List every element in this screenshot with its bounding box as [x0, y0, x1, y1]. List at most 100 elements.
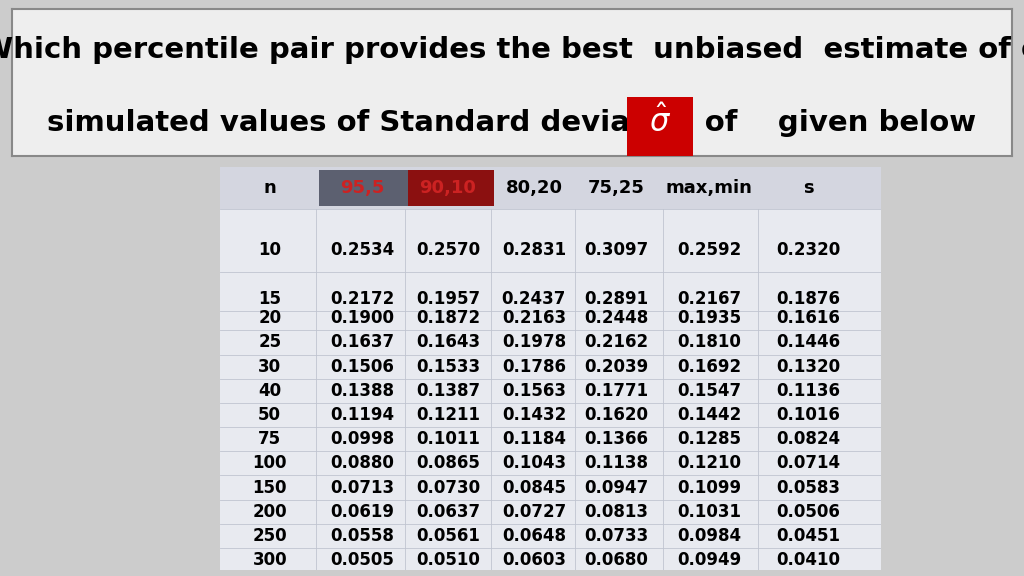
- Text: 200: 200: [252, 503, 287, 521]
- Text: 0.1547: 0.1547: [677, 382, 741, 400]
- Text: 0.1194: 0.1194: [330, 406, 394, 424]
- Text: 0.2437: 0.2437: [502, 290, 566, 308]
- Text: 0.2167: 0.2167: [677, 290, 741, 308]
- Text: 0.2320: 0.2320: [776, 241, 840, 259]
- Text: 20: 20: [258, 309, 282, 327]
- Text: 0.2448: 0.2448: [585, 309, 648, 327]
- Text: 0.0730: 0.0730: [416, 479, 480, 497]
- Text: 250: 250: [252, 527, 287, 545]
- Text: 75: 75: [258, 430, 282, 448]
- Text: 0.1442: 0.1442: [677, 406, 741, 424]
- Text: 15: 15: [258, 290, 282, 308]
- Text: 0.0558: 0.0558: [330, 527, 394, 545]
- Text: 0.1506: 0.1506: [330, 358, 394, 376]
- FancyBboxPatch shape: [627, 97, 693, 156]
- Text: 0.0824: 0.0824: [776, 430, 840, 448]
- Text: 0.2831: 0.2831: [502, 241, 566, 259]
- Text: 0.0506: 0.0506: [776, 503, 840, 521]
- Text: 0.1366: 0.1366: [585, 430, 648, 448]
- Text: 0.1957: 0.1957: [416, 290, 480, 308]
- Text: 0.1786: 0.1786: [502, 358, 566, 376]
- Text: 0.1872: 0.1872: [416, 309, 480, 327]
- Text: 100: 100: [253, 454, 287, 472]
- Text: 0.1136: 0.1136: [776, 382, 840, 400]
- Text: 0.1446: 0.1446: [776, 334, 840, 351]
- Text: 0.1184: 0.1184: [502, 430, 566, 448]
- Text: 0.0583: 0.0583: [776, 479, 840, 497]
- Text: 0.1692: 0.1692: [677, 358, 741, 376]
- Text: 0.0451: 0.0451: [776, 527, 840, 545]
- Bar: [409, 170, 495, 206]
- Text: 0.1900: 0.1900: [330, 309, 394, 327]
- Text: 0.0637: 0.0637: [416, 503, 480, 521]
- Text: 0.0733: 0.0733: [585, 527, 648, 545]
- Text: 0.0680: 0.0680: [585, 551, 648, 569]
- Text: 0.1285: 0.1285: [677, 430, 741, 448]
- Text: 95,5: 95,5: [340, 179, 384, 197]
- Text: 0.1563: 0.1563: [502, 382, 566, 400]
- Bar: [220, 167, 881, 210]
- Text: 0.0998: 0.0998: [330, 430, 394, 448]
- Text: 0.1637: 0.1637: [330, 334, 394, 351]
- Text: 150: 150: [253, 479, 287, 497]
- Text: simulated values of Standard deviation of    given below: simulated values of Standard deviation o…: [47, 109, 977, 137]
- Text: 0.2891: 0.2891: [585, 290, 648, 308]
- Text: 30: 30: [258, 358, 282, 376]
- Bar: [319, 170, 409, 206]
- Text: 0.0947: 0.0947: [585, 479, 648, 497]
- Text: 0.0505: 0.0505: [330, 551, 394, 569]
- Text: 0.2592: 0.2592: [677, 241, 741, 259]
- Text: 0.0984: 0.0984: [677, 527, 741, 545]
- Text: 40: 40: [258, 382, 282, 400]
- Text: 0.1388: 0.1388: [330, 382, 394, 400]
- Text: 80,20: 80,20: [506, 179, 562, 197]
- Text: 0.1011: 0.1011: [416, 430, 480, 448]
- Text: 0.0713: 0.0713: [330, 479, 394, 497]
- Text: 300: 300: [252, 551, 287, 569]
- Text: 0.0865: 0.0865: [416, 454, 480, 472]
- Text: 0.0410: 0.0410: [776, 551, 840, 569]
- Text: 0.2534: 0.2534: [330, 241, 394, 259]
- Text: 90,10: 90,10: [420, 179, 476, 197]
- Text: 0.1211: 0.1211: [416, 406, 480, 424]
- Text: 0.1643: 0.1643: [416, 334, 480, 351]
- Text: 0.1533: 0.1533: [416, 358, 480, 376]
- Text: 0.1935: 0.1935: [677, 309, 741, 327]
- Text: 0.2162: 0.2162: [585, 334, 648, 351]
- Text: s: s: [803, 179, 813, 197]
- Text: 0.1031: 0.1031: [677, 503, 741, 521]
- Text: 0.3097: 0.3097: [585, 241, 648, 259]
- Text: 0.0561: 0.0561: [416, 527, 480, 545]
- Text: 0.0714: 0.0714: [776, 454, 840, 472]
- Text: 0.0727: 0.0727: [502, 503, 566, 521]
- Text: 0.1210: 0.1210: [677, 454, 741, 472]
- Text: 0.1016: 0.1016: [776, 406, 840, 424]
- Text: 0.0510: 0.0510: [416, 551, 480, 569]
- Text: 0.0603: 0.0603: [502, 551, 566, 569]
- Text: 75,25: 75,25: [588, 179, 645, 197]
- Text: 0.1810: 0.1810: [677, 334, 740, 351]
- Text: 0.0619: 0.0619: [330, 503, 394, 521]
- Text: Which percentile pair provides the best  unbiased  estimate of σ: Which percentile pair provides the best …: [0, 36, 1024, 64]
- Text: 0.1771: 0.1771: [585, 382, 648, 400]
- Text: 0.2570: 0.2570: [416, 241, 480, 259]
- Text: 0.0880: 0.0880: [330, 454, 394, 472]
- Text: 0.1387: 0.1387: [416, 382, 480, 400]
- Text: n: n: [263, 179, 276, 197]
- Text: 0.1876: 0.1876: [776, 290, 840, 308]
- Text: 0.1138: 0.1138: [585, 454, 648, 472]
- Text: 0.1616: 0.1616: [776, 309, 840, 327]
- Text: 0.1320: 0.1320: [776, 358, 840, 376]
- Text: max,min: max,min: [666, 179, 753, 197]
- Text: 0.0813: 0.0813: [585, 503, 648, 521]
- Text: 25: 25: [258, 334, 282, 351]
- Text: 0.1978: 0.1978: [502, 334, 566, 351]
- Text: 50: 50: [258, 406, 282, 424]
- Text: 0.2172: 0.2172: [330, 290, 394, 308]
- Text: $\hat{\sigma}$: $\hat{\sigma}$: [649, 105, 671, 138]
- Text: 0.1620: 0.1620: [585, 406, 648, 424]
- Text: 0.0949: 0.0949: [677, 551, 741, 569]
- Text: 0.1043: 0.1043: [502, 454, 566, 472]
- Text: 0.2039: 0.2039: [585, 358, 648, 376]
- Text: 0.0648: 0.0648: [502, 527, 566, 545]
